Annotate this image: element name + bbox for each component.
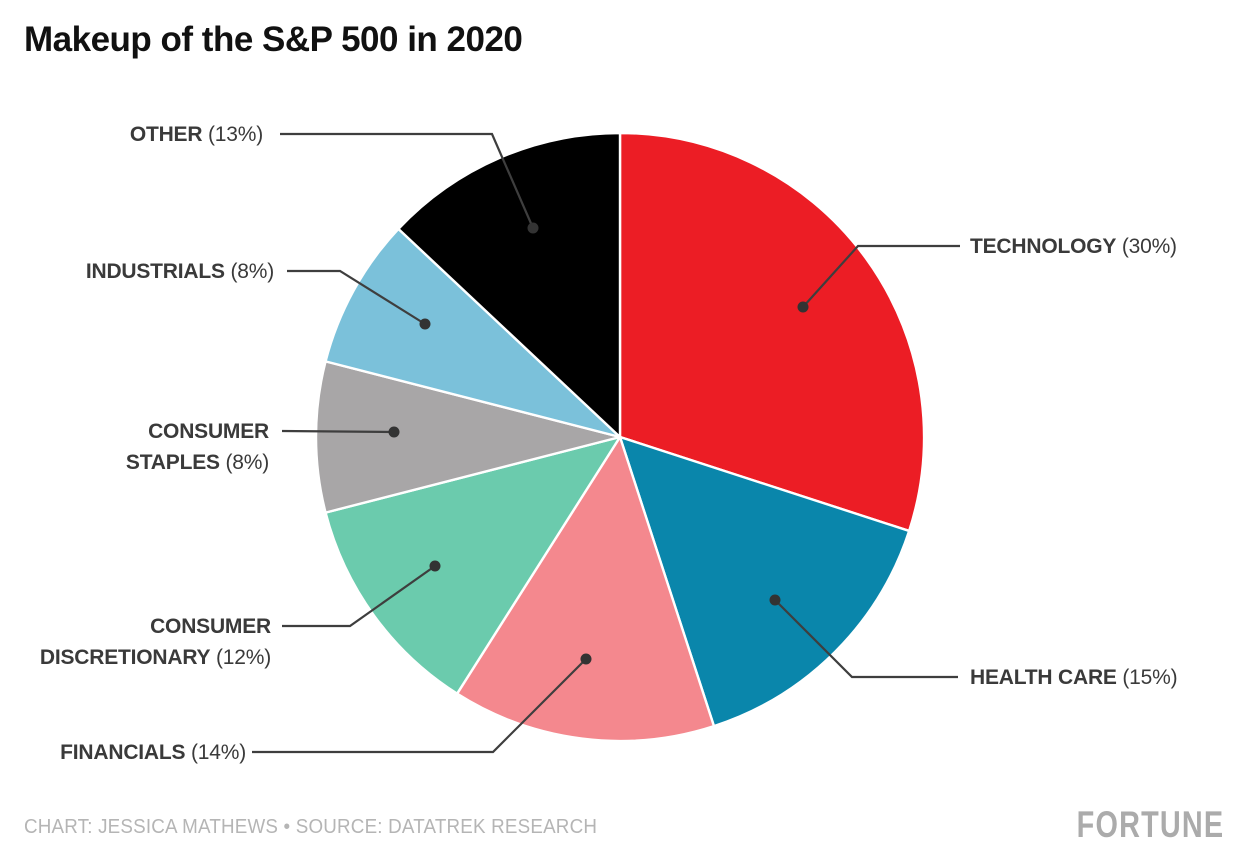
callout-label-technology: TECHNOLOGY (30%) xyxy=(970,231,1177,262)
leader-line-consumer-staples xyxy=(281,429,395,434)
leader-line-health-care xyxy=(774,599,958,679)
slice-label: FINANCIALS xyxy=(60,741,186,764)
chart-title: Makeup of the S&P 500 in 2020 xyxy=(24,20,523,59)
leader-dot-technology xyxy=(797,301,809,313)
slice-label: CONSUMER DISCRETIONARY xyxy=(39,615,271,669)
leader-line-industrials xyxy=(287,269,426,325)
pie-slice-health-care xyxy=(618,435,911,728)
leader-line-financials xyxy=(252,658,587,754)
callout-label-industrials: INDUSTRIALS (8%) xyxy=(86,256,274,287)
leader-line-technology xyxy=(802,244,960,308)
callout-label-other: OTHER (13%) xyxy=(130,119,263,150)
callout-label-consumer-discretionary: CONSUMER DISCRETIONARY (12%) xyxy=(36,611,271,673)
leader-dot-financials xyxy=(580,653,592,665)
pie-slice-financials xyxy=(455,435,716,743)
leader-dot-consumer-staples xyxy=(388,426,400,438)
leader-dot-industrials xyxy=(419,318,431,330)
slice-label: INDUSTRIALS xyxy=(85,260,225,283)
slice-percent: (14%) xyxy=(190,741,246,764)
leader-dot-other xyxy=(527,222,539,234)
pie-slice-industrials xyxy=(324,227,622,439)
leader-line-consumer-discretionary xyxy=(282,565,436,628)
slice-label: OTHER xyxy=(129,123,203,146)
slice-label: TECHNOLOGY xyxy=(970,235,1117,258)
pie-slice-consumer-staples xyxy=(314,360,622,514)
pie-slice-consumer-discretionary xyxy=(324,435,622,695)
fortune-logo: FORTUNE xyxy=(1076,804,1224,845)
slice-percent: (12%) xyxy=(215,646,271,669)
leader-dot-health-care xyxy=(769,594,781,606)
slice-percent: (8%) xyxy=(225,451,269,474)
pie-slice-technology xyxy=(618,131,926,533)
leader-line-other xyxy=(280,132,535,229)
slice-percent: (13%) xyxy=(207,123,263,146)
pie-slice-other xyxy=(397,131,622,439)
callout-label-financials: FINANCIALS (14%) xyxy=(60,737,246,768)
callout-label-health-care: HEALTH CARE (15%) xyxy=(970,662,1178,693)
slice-percent: (8%) xyxy=(230,260,274,283)
slice-label: HEALTH CARE xyxy=(970,666,1117,689)
slice-label: CONSUMER STAPLES xyxy=(125,420,269,474)
slice-percent: (30%) xyxy=(1121,235,1177,258)
slice-percent: (15%) xyxy=(1122,666,1178,689)
chart-credit: CHART: JESSICA MATHEWS • SOURCE: DATATRE… xyxy=(24,816,598,838)
callout-label-consumer-staples: CONSUMER STAPLES (8%) xyxy=(64,416,269,478)
leader-dot-consumer-discretionary xyxy=(429,560,441,572)
